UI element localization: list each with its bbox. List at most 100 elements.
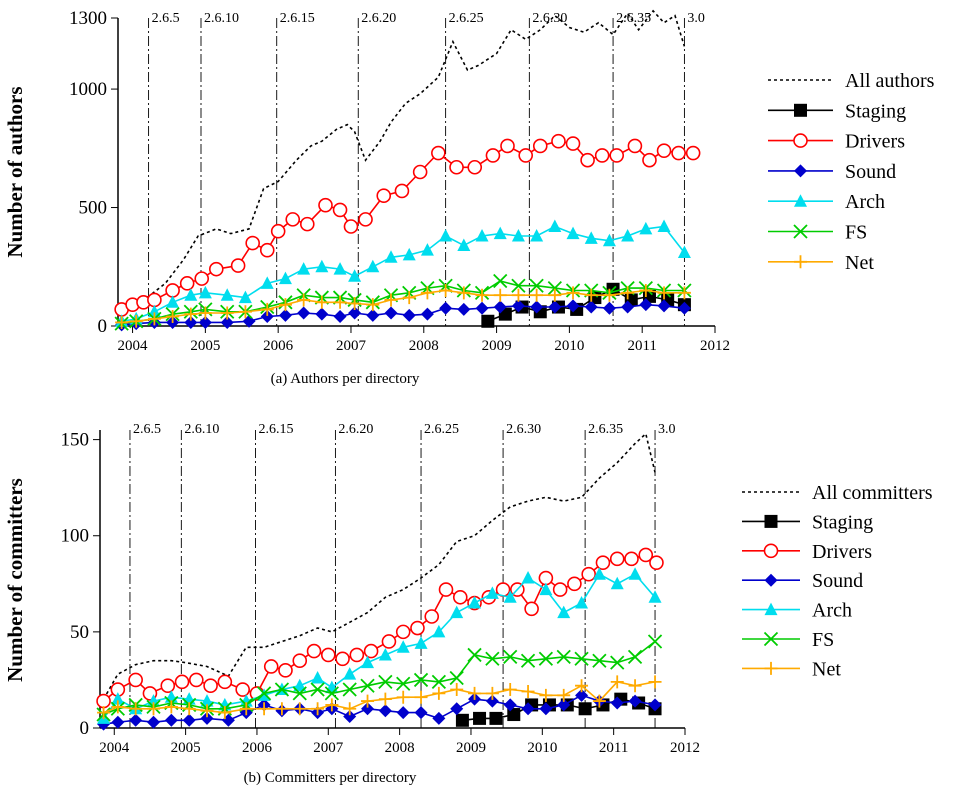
data-point xyxy=(217,674,233,690)
data-point xyxy=(511,288,525,302)
data-point xyxy=(396,640,410,653)
data-point xyxy=(297,262,311,275)
data-point xyxy=(218,697,232,711)
legend-marker xyxy=(794,194,807,207)
data-point xyxy=(402,308,416,322)
x-tick-label: 2004 xyxy=(99,740,130,756)
data-point xyxy=(432,624,446,638)
data-point xyxy=(285,212,301,227)
legend-label: Arch xyxy=(812,600,852,622)
data-point xyxy=(310,682,325,697)
data-point xyxy=(174,674,190,690)
x-tick-label: 2010 xyxy=(554,338,584,354)
legend-marker xyxy=(794,255,807,269)
data-point xyxy=(332,202,348,218)
series-drivers xyxy=(96,547,664,709)
data-point xyxy=(493,288,507,302)
data-point xyxy=(111,715,125,729)
version-label: 2.6.30 xyxy=(532,11,567,26)
panel-committers: 0 50 100 150 2004 2005 2006 2007 2008 2009 2010 201… xyxy=(3,422,933,786)
data-point xyxy=(315,295,329,309)
version-label: 2.6.15 xyxy=(259,422,294,437)
legend-item: All authors xyxy=(768,70,935,92)
data-point xyxy=(621,300,635,314)
data-point xyxy=(610,655,625,670)
data-point xyxy=(500,138,515,154)
data-point xyxy=(111,700,125,714)
data-point xyxy=(475,301,489,315)
data-point xyxy=(318,197,333,213)
data-point xyxy=(260,302,274,316)
data-point xyxy=(381,634,397,649)
y-tick-label: 50 xyxy=(70,622,89,643)
version-label: 2.6.15 xyxy=(280,11,315,26)
legend-item: FS xyxy=(768,222,867,244)
data-point xyxy=(293,678,307,692)
data-point xyxy=(521,702,535,716)
data-point xyxy=(147,304,161,318)
series-line xyxy=(102,432,656,700)
data-point xyxy=(208,261,224,277)
data-point xyxy=(452,589,468,605)
version-label: 3.0 xyxy=(687,11,705,26)
data-point xyxy=(263,659,279,674)
data-point xyxy=(566,299,580,313)
y-tick-label: 0 xyxy=(80,718,90,739)
data-point xyxy=(363,643,379,659)
legend-item: Staging xyxy=(768,100,906,122)
legend-label: Staging xyxy=(812,511,873,533)
data-point xyxy=(348,306,362,320)
data-point xyxy=(503,698,517,712)
data-point xyxy=(270,223,286,239)
data-point xyxy=(349,647,365,663)
data-point xyxy=(333,262,347,275)
legend-marker xyxy=(763,543,779,559)
series-net xyxy=(97,675,662,720)
data-point xyxy=(348,269,362,282)
x-tick-label: 2010 xyxy=(527,740,557,756)
data-point xyxy=(530,228,544,242)
data-point xyxy=(475,288,489,302)
data-point xyxy=(493,273,508,289)
data-point xyxy=(552,582,568,597)
data-point xyxy=(396,676,411,691)
data-point xyxy=(182,713,196,727)
version-label: 2.6.25 xyxy=(449,11,484,26)
legend-marker xyxy=(764,514,778,528)
data-point xyxy=(639,283,653,297)
data-point xyxy=(609,551,625,567)
data-point xyxy=(468,596,482,609)
data-point xyxy=(595,555,611,570)
data-point xyxy=(278,308,292,322)
series-staging xyxy=(455,692,662,727)
data-point xyxy=(97,706,111,720)
data-point xyxy=(511,299,525,313)
data-point xyxy=(245,235,260,251)
x-tick-label: 2005 xyxy=(171,740,201,756)
data-point xyxy=(256,686,272,701)
data-point xyxy=(198,315,212,329)
data-point xyxy=(239,702,253,716)
legend-item: Net xyxy=(768,252,874,274)
data-point xyxy=(521,684,535,698)
legend-label: Staging xyxy=(845,100,906,122)
data-point xyxy=(439,228,453,242)
data-point xyxy=(539,582,553,596)
data-point xyxy=(539,702,553,716)
data-point xyxy=(481,314,495,328)
data-point xyxy=(584,300,598,314)
x-tick-label: 2004 xyxy=(118,338,149,354)
x-tick-label: 2007 xyxy=(336,338,367,354)
data-point xyxy=(657,299,671,313)
legend-label: Net xyxy=(812,658,841,680)
legend-label: Drivers xyxy=(845,131,905,153)
data-point xyxy=(575,688,589,702)
data-point xyxy=(520,653,536,668)
x-tick-label: 2006 xyxy=(242,740,273,756)
data-point xyxy=(467,647,482,663)
legend-item: Arch xyxy=(768,191,885,213)
data-point xyxy=(147,312,161,326)
data-point xyxy=(184,288,198,301)
data-point xyxy=(200,704,214,718)
